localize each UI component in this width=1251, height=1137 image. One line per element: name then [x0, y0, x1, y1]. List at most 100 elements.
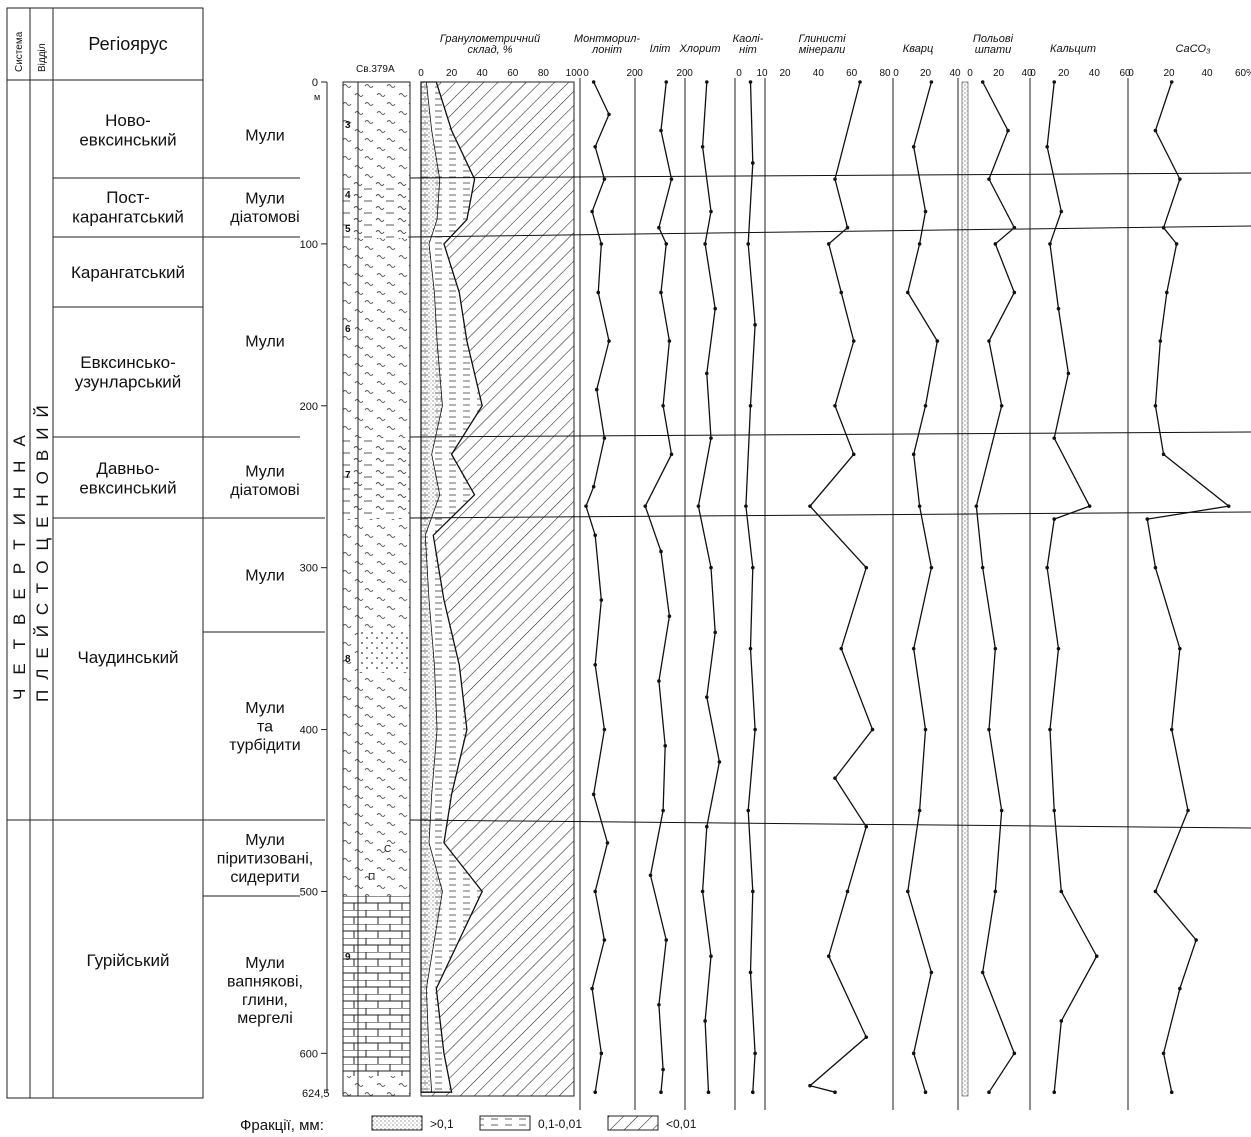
data-point	[906, 889, 910, 894]
column-title: лоніт	[591, 44, 622, 56]
data-point	[839, 290, 844, 295]
data-point	[713, 306, 717, 311]
data-point	[706, 1090, 711, 1094]
column-title: ніт	[739, 44, 757, 56]
division-header: Відділ	[37, 43, 48, 72]
data-point	[602, 436, 607, 440]
column-tick-label: 0	[893, 68, 899, 79]
column-tick-label: 40	[1089, 68, 1101, 79]
column-tick-label: 80	[538, 68, 550, 79]
data-point	[661, 808, 665, 813]
stage-name-line: евксинський	[79, 479, 176, 498]
column-tick-label: 20	[920, 68, 932, 79]
depth-tick-label: 300	[300, 563, 318, 575]
data-point	[851, 339, 856, 343]
data-point	[1153, 889, 1158, 894]
depth-tick-label: 500	[300, 886, 318, 898]
column-tick-label: 0	[583, 68, 589, 79]
legend-item-medium: 0,1-0,01	[538, 1117, 582, 1131]
stage-name-line: Ново-	[105, 111, 151, 130]
data-point	[599, 242, 604, 246]
data-point	[1048, 242, 1052, 246]
data-point	[705, 695, 709, 699]
data-point	[1194, 938, 1198, 942]
data-point	[751, 161, 755, 165]
column-tick-label: 60	[1119, 68, 1131, 79]
data-point	[1045, 144, 1049, 149]
layer-number: 7	[345, 470, 351, 481]
column-tick-label: 60%	[1235, 68, 1251, 79]
data-point	[1052, 517, 1057, 521]
depth-tick-label: 0	[312, 77, 318, 89]
data-point	[709, 436, 713, 440]
column-title: Кальцит	[1050, 43, 1096, 55]
column-tick-label: 0	[418, 68, 424, 79]
column-tick-label: 40	[813, 68, 825, 79]
column-tick-label: 20	[779, 68, 791, 79]
data-point	[1012, 290, 1017, 295]
stage-name-line: Пост-	[106, 188, 150, 207]
data-point	[593, 889, 597, 894]
stage-name-line: Евксинсько-	[80, 353, 175, 372]
lithology-name-line: Мули	[245, 334, 284, 351]
column-title: CaCO₃	[1176, 43, 1212, 55]
data-point	[974, 504, 979, 508]
data-point	[1052, 436, 1057, 440]
data-point	[599, 598, 604, 602]
data-point	[703, 1019, 707, 1023]
data-point	[748, 403, 753, 408]
data-point	[1158, 339, 1163, 343]
data-point	[713, 630, 717, 635]
data-point	[590, 209, 594, 214]
lithology-name-line: Мули	[245, 190, 284, 207]
data-point	[1052, 808, 1057, 813]
layer-number: 6	[345, 324, 351, 335]
data-point	[906, 290, 910, 295]
stage-name-line: евксинський	[79, 131, 176, 150]
stage-header: Регіоярус	[88, 34, 167, 54]
boundary-lines	[409, 172, 1251, 829]
data-point	[999, 808, 1004, 813]
granulometry-panel	[420, 81, 575, 1097]
data-point	[664, 80, 669, 84]
data-point	[602, 727, 607, 732]
depth-bottom-label: 624,5	[302, 1088, 330, 1100]
stage-name-line: Гурійський	[87, 951, 170, 970]
data-point	[599, 1051, 604, 1056]
data-point	[709, 209, 713, 214]
data-point	[594, 387, 599, 392]
data-point	[1178, 646, 1182, 651]
lithology-name-line: сидерити	[230, 869, 299, 886]
data-point	[593, 1090, 597, 1094]
column-tick-label: 0	[637, 68, 643, 79]
column-ticks: 0 20 40 60 80 100 0 20 0 20 0 0 10 20 40 60 80 0 20 40 0 20 40…	[418, 68, 1251, 79]
lithology-name-line: Мули	[245, 700, 284, 717]
lithology-name-line: Мули	[245, 568, 284, 585]
data-point	[1087, 504, 1092, 508]
division-name: ПЛЕЙСТОЦЕНОВИЙ	[33, 395, 52, 702]
data-point	[1059, 209, 1064, 214]
mineral-curve	[644, 81, 673, 1093]
data-point	[669, 177, 674, 181]
data-point	[669, 452, 674, 457]
data-point	[864, 1035, 869, 1039]
data-point	[657, 225, 661, 230]
data-point	[1066, 371, 1071, 376]
legend-title: Фракції, мм:	[240, 1117, 324, 1134]
data-point	[1153, 128, 1158, 133]
data-point	[851, 452, 856, 457]
data-point	[1094, 954, 1099, 959]
data-point	[705, 80, 709, 84]
column-title: Кварц	[903, 43, 934, 55]
lithology-name-line: діатомові	[230, 482, 299, 499]
column-title: Польові	[973, 33, 1014, 45]
data-point	[999, 403, 1004, 408]
data-point	[1161, 225, 1166, 230]
column-tick-label: 20	[1058, 68, 1070, 79]
data-point	[833, 776, 837, 780]
data-point	[748, 646, 753, 651]
depth-unit: м	[314, 92, 320, 102]
data-point	[980, 80, 985, 84]
data-point	[845, 889, 850, 894]
